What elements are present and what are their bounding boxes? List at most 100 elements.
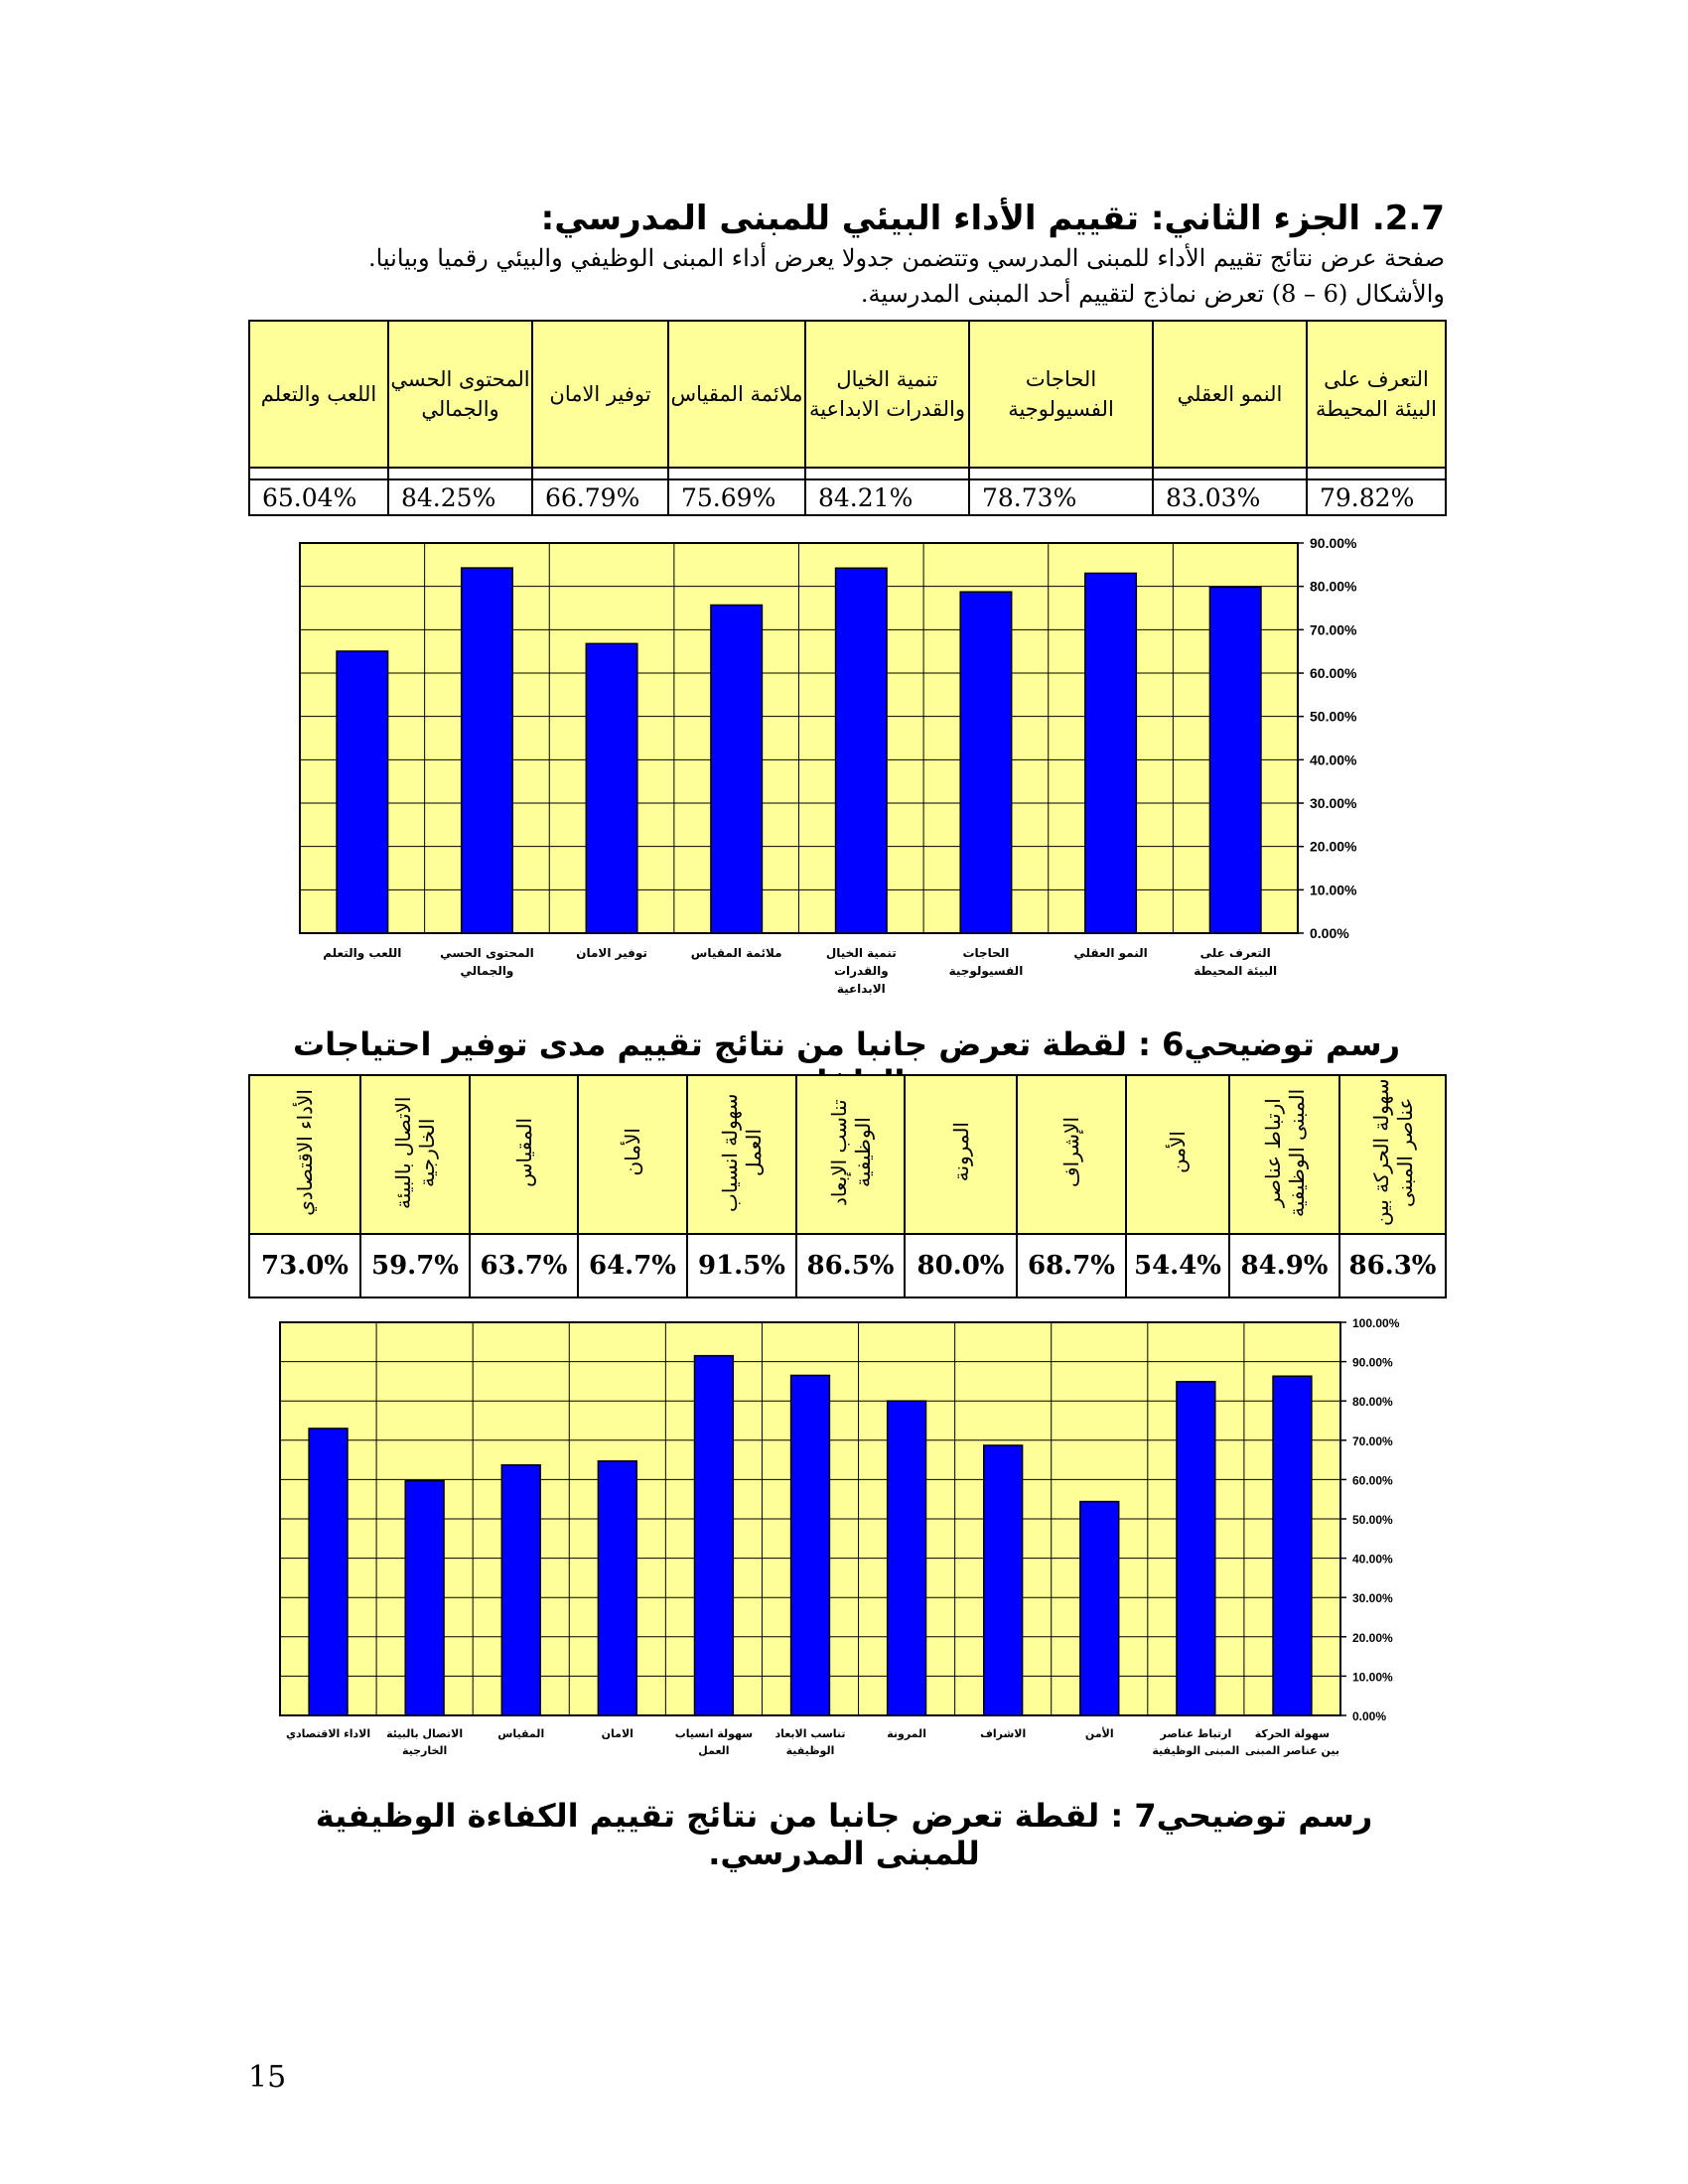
table1-header: ملائمة المقياس bbox=[667, 320, 806, 469]
y-tick-label: 0.00% bbox=[1310, 925, 1349, 941]
y-tick-label: 80.00% bbox=[1310, 579, 1357, 595]
x-category-label: الخارجية bbox=[402, 1744, 447, 1757]
x-category-label: الاشراف bbox=[980, 1727, 1026, 1740]
x-category-label: توفير الامان bbox=[576, 946, 647, 961]
table2-value: 68.7% bbox=[1016, 1233, 1127, 1298]
table1-value: 65.04% bbox=[248, 478, 389, 516]
table1-value: 78.73% bbox=[968, 478, 1154, 516]
table1-header: الحاجات الفسيولوجية bbox=[968, 320, 1154, 469]
y-tick-label: 40.00% bbox=[1310, 751, 1357, 767]
x-category-label: المحتوى الحسي bbox=[440, 946, 534, 961]
table1-value: 84.25% bbox=[387, 478, 533, 516]
table2-value: 59.7% bbox=[359, 1233, 471, 1298]
table2-header: ارتباط عناصر المبنى الوظيفية bbox=[1228, 1074, 1340, 1235]
functional-efficiency-table: سهولة الحركة بين عناصر المبنى ارتباط عنا… bbox=[248, 1074, 1447, 1298]
table1-header: تنمية الخيال والقدرات الابداعية bbox=[804, 320, 970, 469]
y-tick-label: 20.00% bbox=[1310, 839, 1357, 855]
x-category-label: ارتباط عناصر bbox=[1160, 1727, 1232, 1740]
x-category-label: تنمية الخيال bbox=[826, 946, 897, 960]
y-tick-label: 30.00% bbox=[1352, 1591, 1393, 1605]
table2-value: 86.5% bbox=[795, 1233, 906, 1298]
bar bbox=[404, 1479, 445, 1716]
table2-header: الاتصال بالبيئة الخارجية bbox=[359, 1074, 471, 1235]
x-category-label: والقدرات bbox=[834, 964, 889, 979]
x-category-label: الاتصال بالبيئة bbox=[386, 1727, 463, 1740]
bar bbox=[1176, 1381, 1216, 1716]
bar bbox=[500, 1463, 541, 1716]
y-tick-label: 70.00% bbox=[1310, 621, 1357, 637]
y-tick-label: 10.00% bbox=[1352, 1670, 1393, 1684]
bar bbox=[585, 642, 638, 934]
x-category-label: المرونة bbox=[887, 1727, 926, 1740]
table2-value: 73.0% bbox=[248, 1233, 361, 1298]
table1-header: توفير الامان bbox=[531, 320, 669, 469]
table1-header: النمو العقلي bbox=[1152, 320, 1308, 469]
table2-header: المرونة bbox=[904, 1074, 1018, 1235]
child-needs-table: التعرف على البيئة المحيطة النمو العقلي ا… bbox=[248, 320, 1447, 516]
bar bbox=[597, 1460, 637, 1716]
table2-header: المقياس bbox=[469, 1074, 579, 1235]
y-tick-label: 30.00% bbox=[1310, 795, 1357, 811]
y-tick-label: 100.00% bbox=[1352, 1316, 1400, 1330]
y-tick-label: 70.00% bbox=[1352, 1434, 1393, 1448]
table1-value: 75.69% bbox=[667, 478, 806, 516]
y-tick-label: 90.00% bbox=[1310, 535, 1357, 551]
y-tick-label: 10.00% bbox=[1310, 882, 1357, 897]
x-category-label: الوظيفية bbox=[786, 1744, 835, 1757]
x-category-label: والجمالي bbox=[460, 964, 513, 979]
x-category-label: البيئة المحيطة bbox=[1194, 964, 1277, 978]
table1-value: 66.79% bbox=[531, 478, 669, 516]
bar bbox=[460, 567, 513, 934]
y-tick-label: 50.00% bbox=[1352, 1513, 1393, 1527]
x-category-label: الفسيولوجية bbox=[949, 964, 1024, 979]
x-category-label: التعرف على bbox=[1200, 946, 1271, 960]
bar bbox=[1079, 1500, 1120, 1716]
y-tick-label: 0.00% bbox=[1352, 1709, 1386, 1723]
bar bbox=[693, 1354, 735, 1716]
x-category-label: الاداء الاقتصادي bbox=[286, 1727, 370, 1740]
figure-7-caption: رسم توضيحي7 : لقطة تعرض جانبا من نتائج ت… bbox=[315, 1797, 1373, 1872]
table2-header: الإشراف bbox=[1016, 1074, 1127, 1235]
x-category-label: سهولة انسياب bbox=[675, 1727, 753, 1740]
x-category-label: النمو العقلي bbox=[1073, 946, 1147, 961]
x-category-label: تناسب الابعاد bbox=[774, 1727, 845, 1740]
x-category-label: الابداعية bbox=[837, 982, 886, 996]
y-tick-label: 40.00% bbox=[1352, 1553, 1393, 1567]
table2-value: 64.7% bbox=[577, 1233, 688, 1298]
y-tick-label: 90.00% bbox=[1352, 1356, 1393, 1370]
y-tick-label: 60.00% bbox=[1352, 1473, 1393, 1487]
bar bbox=[886, 1400, 927, 1716]
bar bbox=[959, 591, 1013, 934]
table2-header: الأداء الاقتصادي bbox=[248, 1074, 361, 1235]
table2-value: 54.4% bbox=[1125, 1233, 1230, 1298]
table1-value: 84.21% bbox=[804, 478, 970, 516]
table2-header: سهولة انسياب العمل bbox=[686, 1074, 797, 1235]
table2-value: 86.3% bbox=[1338, 1233, 1447, 1298]
bar bbox=[710, 604, 764, 934]
bar bbox=[308, 1428, 349, 1716]
bar bbox=[983, 1444, 1024, 1716]
x-category-label: العمل bbox=[698, 1744, 729, 1757]
x-category-label: الأمن bbox=[1085, 1726, 1114, 1740]
page-number: 15 bbox=[248, 2060, 287, 2095]
x-category-label: المبنى الوظيفية bbox=[1152, 1744, 1239, 1757]
bar bbox=[1084, 572, 1138, 934]
table2-header: سهولة الحركة بين عناصر المبنى bbox=[1338, 1074, 1447, 1235]
table2-value: 84.9% bbox=[1228, 1233, 1340, 1298]
table1-header: اللعب والتعلم bbox=[248, 320, 389, 469]
bar bbox=[1272, 1375, 1313, 1716]
table2-value: 91.5% bbox=[686, 1233, 797, 1298]
table1-header: التعرف على البيئة المحيطة bbox=[1306, 320, 1447, 469]
y-tick-label: 80.00% bbox=[1352, 1395, 1393, 1409]
x-category-label: المقياس bbox=[497, 1727, 544, 1740]
x-category-label: ملائمة المقياس bbox=[691, 946, 782, 960]
table2-value: 80.0% bbox=[904, 1233, 1018, 1298]
y-tick-label: 60.00% bbox=[1310, 665, 1357, 681]
y-tick-label: 50.00% bbox=[1310, 709, 1357, 725]
section-heading: 2.7. الجزء الثاني: تقييم الأداء البيئي ل… bbox=[540, 199, 1445, 238]
intro-paragraph-line-2: والأشكال (6 – 8) تعرض نماذج لتقييم أحد ا… bbox=[860, 280, 1445, 308]
bar bbox=[1208, 586, 1262, 934]
bar bbox=[336, 650, 389, 934]
intro-paragraph-line-1: صفحة عرض نتائج تقييم الأداء للمبنى المدر… bbox=[367, 244, 1445, 272]
